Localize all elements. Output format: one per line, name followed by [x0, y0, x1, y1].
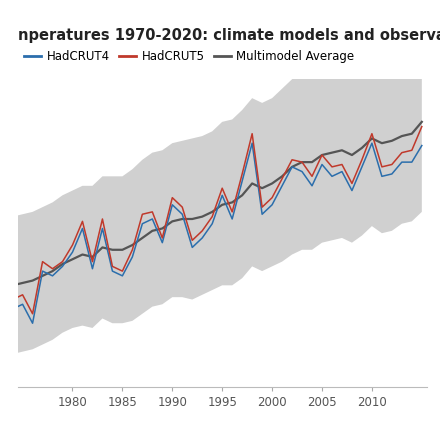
Text: nperatures 1970-2020: climate models and observations: nperatures 1970-2020: climate models and… — [18, 28, 440, 43]
Legend: HadCRUT4, HadCRUT5, Multimodel Average: HadCRUT4, HadCRUT5, Multimodel Average — [19, 45, 359, 67]
